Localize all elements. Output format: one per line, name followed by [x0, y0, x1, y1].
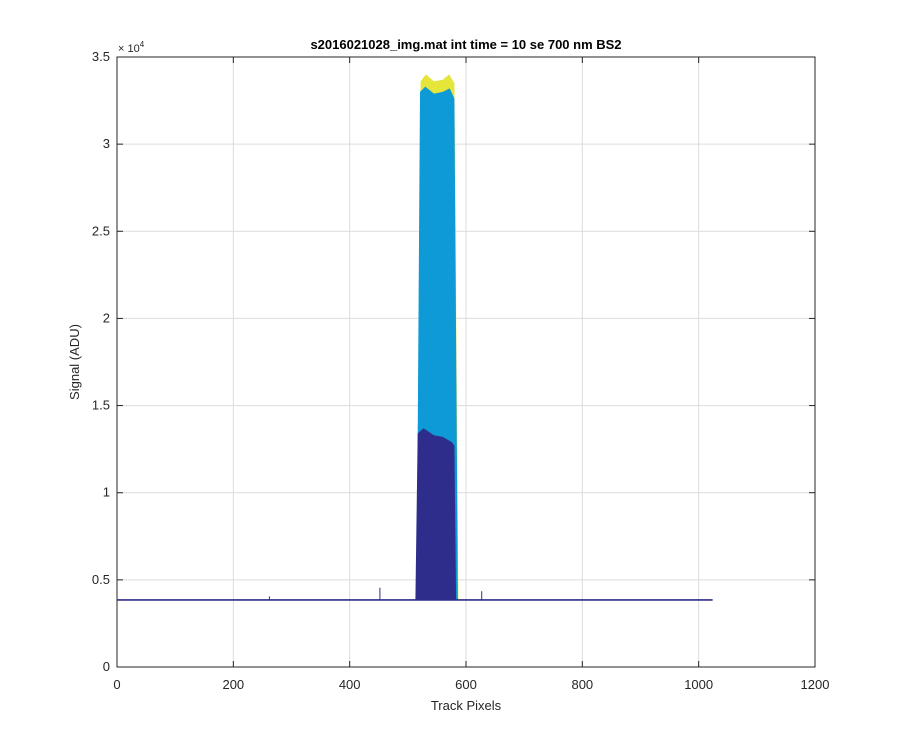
- x-tick-label: 1200: [801, 677, 830, 692]
- x-axis-ticks: 0 200 400 600 800 1000 1200: [113, 57, 829, 692]
- y-tick-label: 1.5: [92, 398, 110, 413]
- data-layers: [415, 74, 459, 600]
- y-axis-exponent-power: 4: [140, 40, 145, 49]
- y-axis-label: Signal (ADU): [67, 324, 82, 400]
- y-tick-label: 3: [103, 136, 110, 151]
- grid-lines: [117, 57, 815, 667]
- y-tick-label: 2: [103, 310, 110, 325]
- chart-title: s2016021028_img.mat int time = 10 se 700…: [310, 37, 621, 52]
- x-tick-label: 1000: [684, 677, 713, 692]
- data-layer-3: [415, 428, 457, 600]
- y-tick-label: 3.5: [92, 49, 110, 64]
- x-tick-label: 200: [222, 677, 244, 692]
- plot-area: [116, 56, 816, 668]
- x-tick-label: 800: [571, 677, 593, 692]
- x-tick-label: 0: [113, 677, 120, 692]
- y-axis-ticks: 0 0.5 1 1.5 2 2.5 3 3.5: [92, 49, 815, 674]
- baseline-group: [117, 587, 713, 601]
- y-axis-exponent-base: × 10: [118, 43, 140, 55]
- x-axis-label: Track Pixels: [431, 698, 502, 713]
- y-tick-label: 1: [103, 485, 110, 500]
- x-tick-label: 600: [455, 677, 477, 692]
- y-tick-label: 0.5: [92, 572, 110, 587]
- y-tick-label: 0: [103, 659, 110, 674]
- y-tick-label: 2.5: [92, 223, 110, 238]
- x-tick-label: 400: [339, 677, 361, 692]
- y-axis-exponent: × 104: [118, 40, 145, 55]
